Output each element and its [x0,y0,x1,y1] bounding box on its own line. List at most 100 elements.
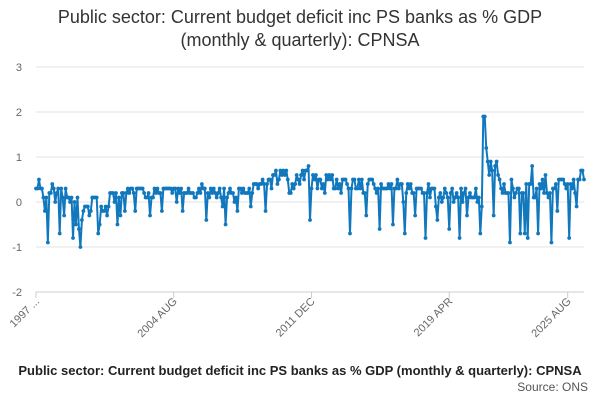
data-point[interactable] [87,213,92,218]
data-point[interactable] [490,168,495,173]
data-point[interactable] [509,177,514,182]
data-point[interactable] [442,186,447,191]
data-point[interactable] [290,182,295,186]
data-point[interactable] [309,186,314,191]
data-point[interactable] [343,177,348,182]
data-point[interactable] [191,191,195,195]
data-point[interactable] [291,186,296,191]
data-point[interactable] [478,231,483,236]
data-point[interactable] [439,200,444,204]
data-point[interactable] [102,209,107,213]
data-point[interactable] [197,186,201,191]
data-point[interactable] [513,191,518,195]
data-point[interactable] [145,195,149,200]
data-point[interactable] [125,186,130,191]
data-point[interactable] [122,209,127,213]
data-point[interactable] [530,164,535,168]
data-point[interactable] [460,200,465,204]
data-point[interactable] [549,240,554,245]
data-point[interactable] [274,168,278,173]
data-point[interactable] [453,195,458,200]
data-point[interactable] [214,195,219,200]
data-point[interactable] [117,195,121,200]
data-point[interactable] [574,204,579,209]
data-point[interactable] [571,177,576,182]
data-point[interactable] [324,173,329,177]
data-point[interactable] [228,186,232,191]
data-point[interactable] [56,186,61,191]
data-point[interactable] [155,186,160,191]
data-point[interactable] [217,186,222,191]
data-point[interactable] [199,182,204,186]
data-point[interactable] [254,182,259,186]
data-point[interactable] [444,191,449,195]
data-point[interactable] [438,191,443,195]
data-point[interactable] [318,177,323,182]
data-point[interactable] [177,191,182,195]
data-point[interactable] [422,191,426,195]
data-point[interactable] [425,191,429,195]
data-point[interactable] [140,186,145,191]
data-point[interactable] [72,200,77,204]
data-point[interactable] [540,177,545,182]
data-point[interactable] [115,222,120,227]
data-point[interactable] [545,191,549,195]
data-point[interactable] [300,168,305,173]
data-point[interactable] [395,177,400,182]
data-point[interactable] [238,186,243,191]
data-point[interactable] [279,173,284,177]
data-point[interactable] [394,186,398,191]
data-point[interactable] [396,186,401,191]
data-point[interactable] [536,231,540,236]
data-point[interactable] [216,191,221,195]
data-point[interactable] [250,191,255,195]
data-point[interactable] [522,231,527,236]
data-point[interactable] [364,213,369,218]
data-point[interactable] [59,186,64,191]
data-point[interactable] [494,159,499,164]
data-point[interactable] [130,186,135,191]
data-point[interactable] [399,182,404,186]
data-point[interactable] [441,195,446,200]
data-point[interactable] [355,186,360,191]
data-point[interactable] [74,222,78,227]
data-point[interactable] [542,191,546,195]
data-point[interactable] [450,186,455,191]
data-point[interactable] [419,186,423,191]
data-point[interactable] [499,186,503,191]
data-point[interactable] [407,186,412,191]
data-point[interactable] [272,173,277,177]
data-point[interactable] [561,177,566,182]
data-point[interactable] [103,204,108,209]
data-point[interactable] [553,182,558,186]
data-point[interactable] [259,182,264,186]
data-point[interactable] [205,191,210,195]
data-point[interactable] [265,182,269,186]
data-point[interactable] [297,182,302,186]
data-point[interactable] [319,186,324,191]
data-point[interactable] [282,173,287,177]
data-point[interactable] [62,213,67,218]
data-point[interactable] [288,191,293,195]
data-point[interactable] [85,204,90,209]
data-point[interactable] [463,186,468,191]
data-point[interactable] [533,195,538,200]
data-point[interactable] [176,186,181,191]
data-point[interactable] [404,191,409,195]
data-point[interactable] [42,209,47,213]
data-point[interactable] [220,204,225,209]
data-point[interactable] [462,191,466,195]
data-point[interactable] [552,186,557,191]
data-point[interactable] [278,168,283,173]
data-point[interactable] [211,186,216,191]
data-point[interactable] [260,177,265,182]
data-point[interactable] [314,173,318,177]
data-point[interactable] [528,182,533,186]
data-point[interactable] [186,186,191,191]
data-point[interactable] [269,186,274,191]
data-point[interactable] [500,191,505,195]
data-point[interactable] [60,195,65,200]
data-point[interactable] [325,177,330,182]
data-point[interactable] [48,191,53,195]
data-point[interactable] [466,195,471,200]
